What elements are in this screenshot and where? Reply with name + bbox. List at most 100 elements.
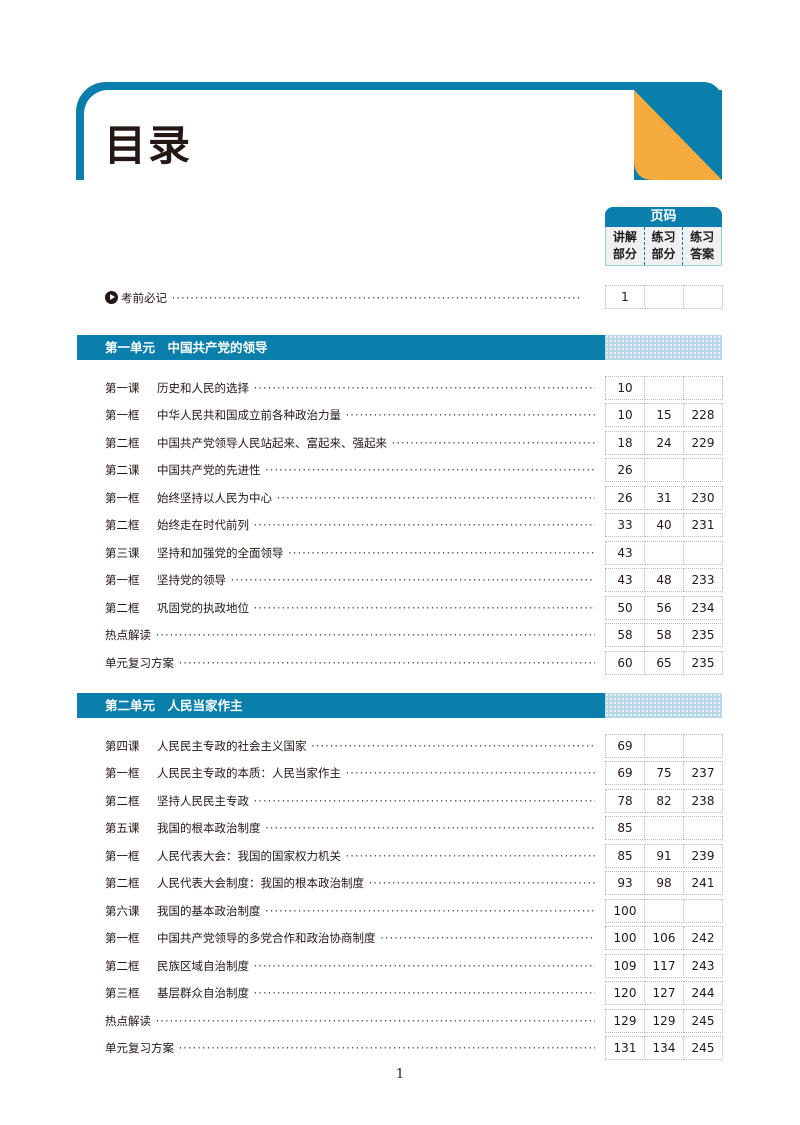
- toc-entry[interactable]: 单元复习方案 ·································…: [105, 1040, 595, 1056]
- page-cell: 245: [683, 1035, 723, 1060]
- entry-pages: 43 48 233: [605, 568, 723, 593]
- entry-title: 人民代表大会制度：我国的根本政治制度: [157, 876, 364, 891]
- page-cell: 243: [683, 953, 723, 978]
- entry-pages: 10: [605, 376, 723, 400]
- entry-label: 第二框: [105, 876, 140, 891]
- toc-entry[interactable]: 第二框 人民代表大会制度：我国的根本政治制度 ··················…: [105, 875, 595, 891]
- intro-label: 考前必记: [121, 291, 167, 305]
- toc-entry[interactable]: 第二框 巩固党的执政地位 ····························…: [105, 600, 595, 616]
- page-cell: [683, 898, 723, 923]
- entry-title: 中国共产党领导人民站起来、富起来、强起来: [157, 435, 387, 450]
- page-title: 目录: [104, 121, 193, 170]
- entry-title: 历史和人民的选择: [157, 381, 249, 395]
- entry-label: 第二框: [105, 958, 140, 973]
- column-lecture: 讲解 部分: [606, 227, 645, 265]
- page-cell: 24: [644, 430, 684, 455]
- column-answers: 练习 答案: [690, 230, 715, 261]
- toc-entry[interactable]: 第一框 坚持党的领导 ······························…: [105, 572, 595, 588]
- play-circle-icon: [105, 291, 118, 304]
- page-cell: 238: [683, 788, 723, 813]
- page-cell: 26: [605, 458, 645, 483]
- entry-pages: 109 117 243: [605, 953, 723, 978]
- toc-entry[interactable]: 第一课 历史和人民的选择 ····························…: [105, 380, 595, 396]
- page-cell: 98: [644, 871, 684, 896]
- unit-title: 第二单元 人民当家作主: [77, 693, 605, 718]
- toc-entry[interactable]: 第二框 民族区域自治制度 ····························…: [105, 958, 595, 974]
- entry-label: 第二框: [105, 600, 140, 615]
- entry-title: 中国共产党领导的多党合作和政治协商制度: [157, 931, 376, 946]
- page-cell: 235: [683, 623, 723, 648]
- entry-title: 我国的根本政治制度: [157, 821, 261, 836]
- page-cell: 237: [683, 761, 723, 786]
- toc-entry[interactable]: 热点解读 ···································…: [105, 1013, 595, 1029]
- leader-dots: ········································…: [178, 655, 595, 670]
- page-cell: 228: [683, 403, 723, 428]
- toc-entry[interactable]: 第一框 人民代表大会：我国的国家权力机关 ····················…: [105, 848, 595, 864]
- entry-title: 基层群众自治制度: [157, 986, 249, 1001]
- page-cell: 1: [605, 285, 645, 309]
- page-cell: 239: [683, 843, 723, 868]
- page-cell: 230: [683, 485, 723, 510]
- entry-title: 始终走在时代前列: [157, 518, 249, 533]
- page-cell: 134: [644, 1035, 684, 1060]
- page-cell: 43: [605, 568, 645, 593]
- leader-dots: ········································…: [276, 490, 595, 505]
- toc-entry[interactable]: 第一框 始终坚持以人民为中心 ··························…: [105, 490, 595, 506]
- page-cell: 231: [683, 513, 723, 538]
- page-cell: 129: [605, 1008, 645, 1033]
- page-cell: 65: [644, 650, 684, 675]
- leader-dots: ········································…: [155, 628, 595, 643]
- toc-entry[interactable]: 第一框 人民民主专政的本质：人民当家作主 ····················…: [105, 765, 595, 781]
- leader-dots: ········································…: [155, 1013, 595, 1028]
- toc-entry[interactable]: 第二框 坚持人民民主专政 ····························…: [105, 793, 595, 809]
- toc-entry[interactable]: 第二框 始终走在时代前列 ····························…: [105, 517, 595, 533]
- page-cell: 69: [605, 734, 645, 758]
- entry-pages: 33 40 231: [605, 513, 723, 538]
- unit-header: 第二单元 人民当家作主: [77, 693, 722, 718]
- page-cell: 10: [605, 403, 645, 428]
- toc-entry[interactable]: 第三框 基层群众自治制度 ····························…: [105, 985, 595, 1001]
- page-cell: 75: [644, 761, 684, 786]
- entry-label: 第四课: [105, 739, 140, 753]
- toc-entry[interactable]: 第一框 中华人民共和国成立前各种政治力量 ····················…: [105, 407, 595, 423]
- entry-title: 坚持和加强党的全面领导: [157, 545, 284, 560]
- entry-title: 人民民主专政的本质：人民当家作主: [157, 766, 341, 781]
- entry-label: 热点解读: [105, 628, 151, 643]
- entry-label: 第二课: [105, 463, 140, 478]
- page-cell: 117: [644, 953, 684, 978]
- page-cell: 69: [605, 761, 645, 786]
- page-cell: 100: [605, 926, 645, 951]
- toc-entry[interactable]: 第六课 我国的基本政治制度 ···························…: [105, 903, 595, 919]
- entry-pages: 129 129 245: [605, 1008, 723, 1033]
- toc-entry[interactable]: 第二框 中国共产党领导人民站起来、富起来、强起来 ················…: [105, 435, 595, 451]
- leader-dots: ········································…: [167, 291, 582, 305]
- page-cell: 120: [605, 981, 645, 1006]
- page-cell: 60: [605, 650, 645, 675]
- toc-entry[interactable]: 单元复习方案 ·································…: [105, 655, 595, 671]
- entry-label: 第一框: [105, 490, 140, 505]
- entry-title: 中华人民共和国成立前各种政治力量: [157, 408, 341, 423]
- entry-label: 第五课: [105, 821, 140, 836]
- entry-label: 第二框: [105, 793, 140, 808]
- toc-entry[interactable]: 热点解读 ···································…: [105, 627, 595, 643]
- page-cell: 10: [605, 376, 645, 400]
- unit-pattern: [605, 335, 722, 360]
- toc-entry[interactable]: 第三课 坚持和加强党的全面领导 ·························…: [105, 545, 595, 561]
- page-cell: 15: [644, 403, 684, 428]
- toc-entry[interactable]: 第四课 人民民主专政的社会主义国家 ·······················…: [105, 738, 595, 754]
- page-cell: [644, 734, 684, 758]
- page-cell: [683, 458, 723, 483]
- leader-dots: ········································…: [253, 793, 595, 808]
- toc-entry[interactable]: 第五课 我国的根本政治制度 ···························…: [105, 820, 595, 836]
- page-cell: 85: [605, 843, 645, 868]
- page-cell: 26: [605, 485, 645, 510]
- entry-title: 坚持党的领导: [157, 573, 226, 588]
- entry-pages: 85 91 239: [605, 843, 723, 868]
- toc-entry[interactable]: 第二课 中国共产党的先进性 ···························…: [105, 462, 595, 478]
- intro-entry[interactable]: 考前必记 ···································…: [105, 290, 595, 306]
- toc-entry[interactable]: 第一框 中国共产党领导的多党合作和政治协商制度 ·················…: [105, 930, 595, 946]
- leader-dots: ········································…: [265, 903, 595, 918]
- page-cell: 31: [644, 485, 684, 510]
- page-cell: [683, 816, 723, 841]
